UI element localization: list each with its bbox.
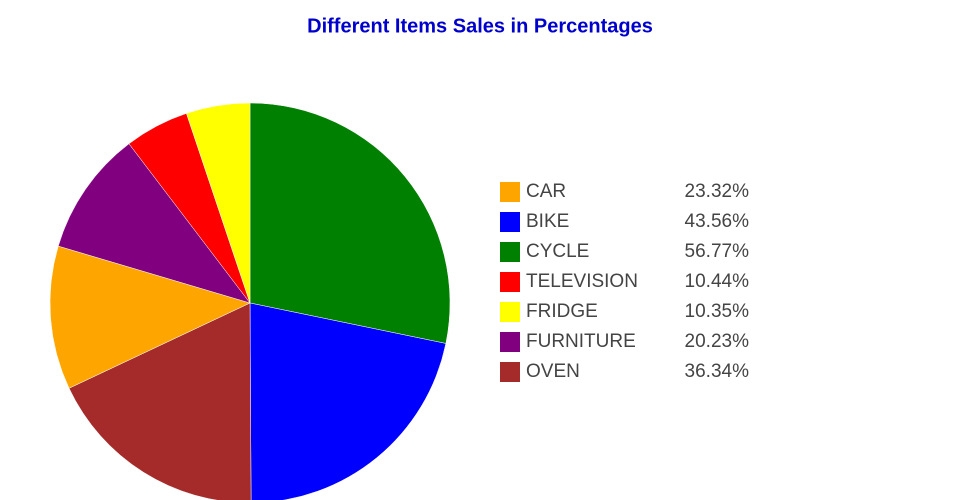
value-label: 10.35%: [685, 301, 750, 322]
value-label: 23.32%: [685, 181, 750, 202]
legend-swatch: [500, 362, 520, 382]
value-label: 10.44%: [685, 271, 750, 292]
value-label: 43.56%: [685, 211, 750, 232]
pie-slice: [68, 302, 252, 500]
legend-label: CYCLE: [526, 241, 589, 262]
pie-slice: [249, 102, 451, 344]
legend-swatch: [500, 242, 520, 262]
legend-swatch: [500, 332, 520, 352]
pie-slice: [57, 143, 251, 304]
legend-swatch: [500, 182, 520, 202]
value-label: 36.34%: [685, 361, 750, 382]
chart-title: Different Items Sales in Percentages: [307, 15, 653, 37]
legend-label: CAR: [526, 181, 566, 202]
legend-swatch: [500, 212, 520, 232]
pie-slice: [249, 302, 447, 500]
legend-label: OVEN: [526, 361, 580, 382]
value-label: 20.23%: [685, 331, 750, 352]
legend-label: TELEVISION: [526, 271, 638, 292]
legend-swatch: [500, 272, 520, 292]
legend-label: BIKE: [526, 211, 569, 232]
legend-swatch: [500, 302, 520, 322]
legend-label: FRIDGE: [526, 301, 598, 322]
value-label: 56.77%: [685, 241, 750, 262]
pie-slice: [186, 102, 251, 304]
pie-slice: [49, 245, 251, 389]
legend-label: FURNITURE: [526, 331, 636, 352]
